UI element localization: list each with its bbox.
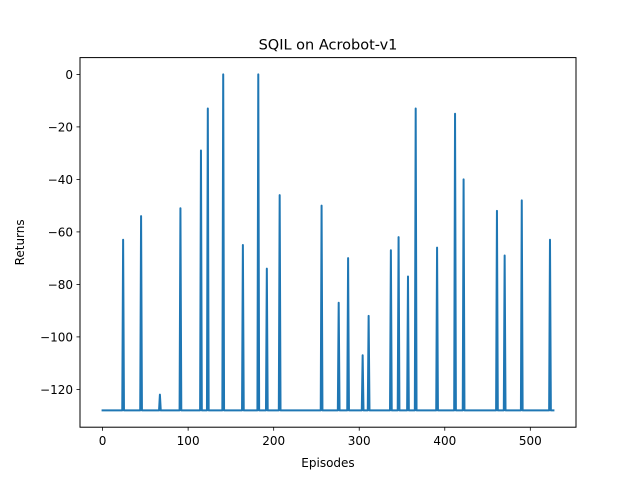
data-point [549, 239, 551, 241]
data-point [496, 210, 498, 212]
data-point [454, 113, 456, 115]
x-tick-label: 200 [262, 434, 285, 448]
y-axis: 0 −20 −40 −60 −80 −100 −120 [40, 68, 80, 397]
x-tick-label: 500 [519, 434, 542, 448]
data-point [347, 257, 349, 259]
x-axis: 0 100 200 300 400 500 [99, 427, 542, 448]
x-tick-label: 400 [433, 434, 456, 448]
data-point [122, 239, 124, 241]
y-tick-label: −40 [48, 173, 73, 187]
data-point [407, 275, 409, 278]
data-point [462, 178, 465, 180]
x-axis-label: Episodes [301, 456, 354, 470]
data-point [179, 207, 182, 209]
data-point [159, 394, 161, 396]
data-point [368, 315, 370, 317]
y-tick-label: −120 [40, 383, 73, 397]
data-point [279, 194, 281, 196]
y-axis-label: Returns [13, 219, 27, 265]
y-tick-label: −20 [48, 120, 73, 134]
data-point [222, 73, 224, 75]
data-point [504, 254, 506, 257]
data-point [415, 107, 417, 110]
y-tick-label: 0 [65, 68, 73, 82]
data-point [257, 73, 259, 75]
axes-frame [79, 57, 577, 428]
data-point [397, 236, 400, 238]
data-point [390, 249, 392, 251]
chart-title: SQIL on Acrobot-v1 [259, 38, 398, 54]
x-tick-label: 100 [177, 434, 200, 448]
data-point [521, 199, 523, 201]
x-tick-label: 0 [99, 434, 107, 448]
data-point [266, 268, 268, 270]
data-point [207, 107, 209, 110]
x-tick-label: 300 [348, 434, 371, 448]
data-point [362, 354, 364, 356]
y-tick-label: −80 [48, 278, 73, 292]
y-tick-label: −100 [40, 330, 73, 344]
y-tick-label: −60 [48, 225, 73, 239]
data-point [200, 149, 202, 152]
data-point [320, 205, 323, 207]
data-point [436, 247, 438, 249]
data-point [140, 215, 142, 217]
data-point [338, 302, 340, 304]
plot-area [101, 73, 555, 412]
data-point [242, 244, 244, 246]
